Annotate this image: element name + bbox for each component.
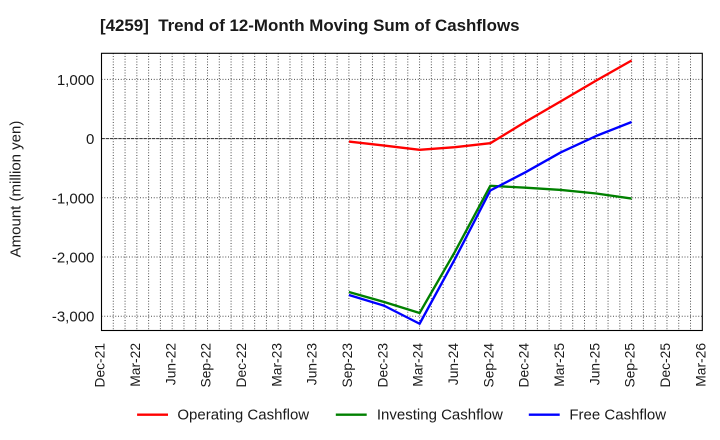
svg-text:Mar-24: Mar-24: [411, 343, 426, 387]
svg-text:Jun-22: Jun-22: [163, 343, 178, 385]
svg-text:Mar-26: Mar-26: [693, 343, 708, 387]
svg-text:Amount (million yen): Amount (million yen): [8, 121, 25, 258]
svg-text:Free Cashflow: Free Cashflow: [569, 407, 666, 424]
svg-text:Sep-24: Sep-24: [481, 343, 496, 388]
svg-text:-1,000: -1,000: [52, 190, 95, 207]
svg-text:Sep-23: Sep-23: [340, 343, 355, 388]
svg-text:Dec-21: Dec-21: [93, 343, 108, 387]
svg-text:-3,000: -3,000: [52, 309, 95, 326]
svg-text:Investing Cashflow: Investing Cashflow: [377, 407, 503, 424]
svg-text:Mar-23: Mar-23: [269, 343, 284, 387]
svg-text:Sep-25: Sep-25: [623, 343, 638, 388]
svg-text:Dec-23: Dec-23: [375, 343, 390, 388]
svg-text:-2,000: -2,000: [52, 250, 95, 267]
svg-text:Jun-23: Jun-23: [305, 343, 320, 386]
svg-text:0: 0: [86, 131, 94, 148]
svg-text:[4259] Trend of 12-Month Movi: [4259] Trend of 12-Month Moving Sum of C…: [100, 16, 519, 35]
svg-text:1,000: 1,000: [57, 72, 95, 89]
svg-text:Sep-22: Sep-22: [199, 343, 214, 388]
svg-text:Jun-25: Jun-25: [587, 343, 602, 386]
svg-text:Mar-25: Mar-25: [552, 343, 567, 387]
svg-text:Operating Cashflow: Operating Cashflow: [177, 407, 309, 424]
svg-text:Jun-24: Jun-24: [446, 343, 461, 386]
svg-text:Dec-22: Dec-22: [234, 343, 249, 387]
svg-text:Mar-22: Mar-22: [128, 343, 143, 387]
svg-text:Dec-25: Dec-25: [658, 343, 673, 388]
svg-text:Dec-24: Dec-24: [517, 343, 532, 388]
